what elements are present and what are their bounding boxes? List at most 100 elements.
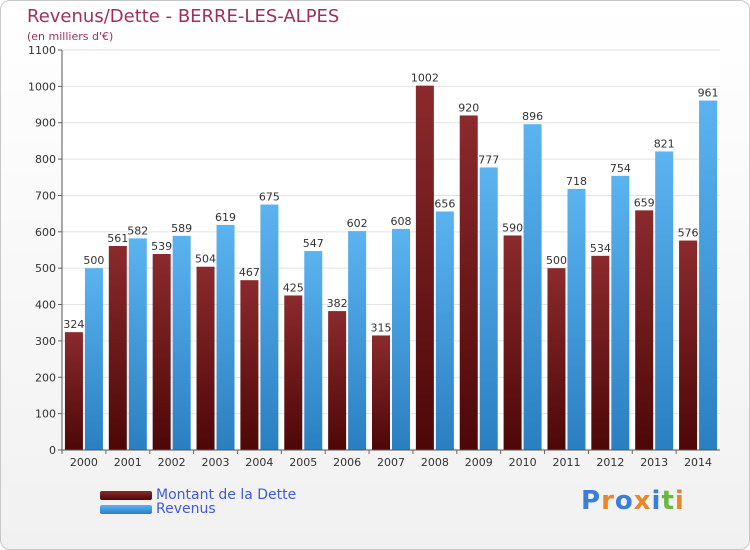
x-tick-label: 2002 [158,456,186,469]
data-label-debt: 382 [327,297,348,310]
data-label-revenus: 896 [522,110,543,123]
bar-revenus [611,175,630,450]
data-label-revenus: 582 [127,224,148,237]
data-label-debt: 561 [107,232,128,245]
bar-revenus [348,231,367,450]
x-tick-label: 2013 [640,456,668,469]
data-label-revenus: 547 [303,237,324,250]
legend-label-revenus: Revenus [156,501,216,517]
x-tick-label: 2005 [289,456,317,469]
y-tick-label: 800 [35,153,56,166]
y-tick-label: 600 [35,226,56,239]
x-tick-label: 2001 [114,456,142,469]
data-label-debt: 425 [283,281,304,294]
data-label-debt: 590 [502,221,523,234]
logo-letter: o [614,486,634,516]
bar-debt [108,246,127,450]
bar-debt [284,295,303,450]
logo-letter: x [633,486,652,516]
bar-revenus [699,100,718,450]
data-label-revenus: 777 [478,153,499,166]
logo-letter: t [661,486,675,516]
data-label-revenus: 656 [434,197,455,210]
data-label-debt: 500 [546,254,567,267]
x-tick-label: 2007 [377,456,405,469]
data-label-debt: 467 [239,266,260,279]
data-label-debt: 315 [371,321,392,334]
data-label-debt: 534 [590,242,611,255]
bar-revenus [392,228,410,450]
data-label-revenus: 500 [83,254,104,267]
x-tick-label: 2004 [245,456,273,469]
y-tick-label: 1100 [28,44,56,57]
x-tick-label: 2010 [509,456,537,469]
x-tick-label: 2014 [684,456,712,469]
legend-swatch-revenus [100,504,152,514]
legend-item-revenus: Revenus [100,501,216,517]
data-label-revenus: 602 [347,217,368,230]
y-tick-label: 100 [35,408,56,421]
bar-revenus [567,188,586,450]
data-label-debt: 1002 [411,72,439,85]
data-label-revenus: 589 [171,222,192,235]
bar-debt [679,240,698,450]
bar-debt [591,255,610,450]
data-label-debt: 576 [678,227,699,240]
x-tick-label: 2003 [202,456,230,469]
logo-letter: r [601,486,615,516]
y-tick-label: 300 [35,335,56,348]
x-tick-label: 2000 [70,456,98,469]
legend-swatch-debt [100,490,152,500]
y-tick-label: 200 [35,371,56,384]
data-label-debt: 539 [151,240,172,253]
plot-area [62,50,720,450]
data-label-revenus: 754 [610,162,631,175]
bar-revenus [304,251,323,450]
data-label-debt: 504 [195,253,216,266]
data-label-revenus: 675 [259,191,280,204]
data-label-debt: 324 [63,318,84,331]
bar-debt [415,85,434,451]
data-label-debt: 920 [458,101,479,114]
logo-letter: P [581,486,602,516]
bar-revenus [260,204,279,450]
x-tick-label: 2008 [421,456,449,469]
data-label-revenus: 961 [698,87,719,100]
bar-debt [152,254,171,450]
data-label-revenus: 718 [566,175,587,188]
chart-title: Revenus/Dette - BERRE-LES-ALPES [27,6,340,27]
data-label-revenus: 619 [215,211,236,224]
y-tick-label: 700 [35,189,56,202]
bar-debt [547,268,566,450]
bar-debt [635,210,654,450]
bar-revenus [523,124,542,450]
x-tick-label: 2012 [596,456,624,469]
bar-debt [372,335,390,450]
logo-letter: i [651,486,662,516]
bar-debt [459,115,478,451]
logo-letter: i [674,486,685,516]
x-tick-label: 2011 [552,456,580,469]
y-tick-label: 400 [35,299,56,312]
bar-revenus [216,224,235,450]
data-label-debt: 659 [634,196,655,209]
legend-item-debt: Montant de la Dette [100,487,296,503]
bar-revenus [128,238,147,450]
data-label-revenus: 821 [654,137,675,150]
bar-revenus [435,211,454,450]
y-tick-label: 500 [35,262,56,275]
chart-subtitle: (en milliers d'€) [27,30,114,43]
bar-debt [240,280,259,450]
bar-revenus [655,151,674,451]
bar-revenus [84,268,103,450]
y-tick-label: 1000 [28,80,56,93]
bar-debt [196,266,215,450]
proxiti-logo: Proxiti [581,486,685,516]
y-tick-label: 900 [35,117,56,130]
bar-debt [64,332,83,450]
x-tick-label: 2009 [465,456,493,469]
bar-revenus [172,235,191,450]
legend-label-debt: Montant de la Dette [156,487,297,503]
bar-debt [503,235,522,450]
